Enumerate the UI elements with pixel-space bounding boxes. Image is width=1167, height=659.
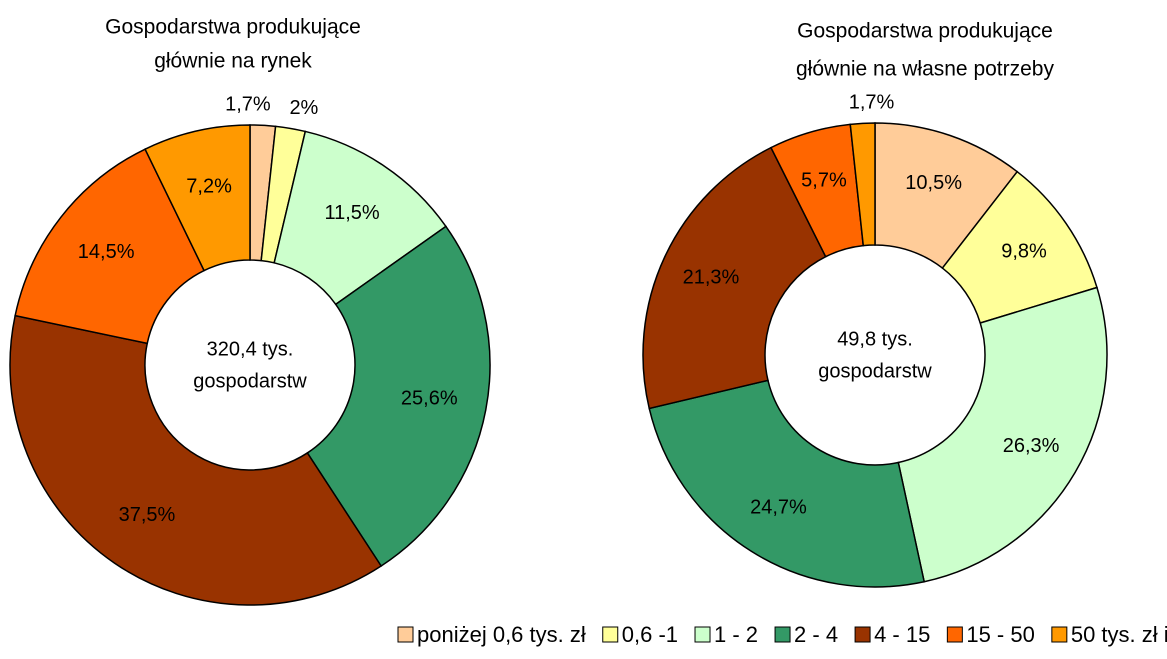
data-label: 26,3% [1003, 435, 1060, 457]
data-label: 25,6% [401, 387, 458, 409]
legend-label: 2 - 4 [794, 622, 838, 647]
chart-title: głównie na własne potrzeby [796, 58, 1054, 81]
donut-slice [144, 124, 251, 272]
legend-swatch [946, 626, 963, 643]
donut-slice [273, 130, 447, 306]
legend-label: 4 - 15 [874, 622, 930, 647]
donut-slice [642, 146, 827, 410]
legend-label: 15 - 50 [966, 622, 1035, 647]
donut-slice [9, 314, 383, 606]
legend-label: 1 - 2 [714, 622, 758, 647]
data-label: 2% [289, 97, 318, 119]
legend-swatch [1051, 626, 1068, 643]
center-label: gospodarstw [818, 360, 932, 382]
legend-swatch [602, 626, 619, 643]
data-label: 11,5% [324, 202, 379, 224]
center-label: 49,8 tys. [837, 328, 913, 350]
legend-label: 50 tys. zł i więcej [1071, 622, 1167, 647]
legend-label: 0,6 -1 [622, 622, 678, 647]
legend-label: poniżej 0,6 tys. zł [417, 622, 586, 647]
center-label: 320,4 tys. [207, 338, 294, 360]
legend-swatch [774, 626, 791, 643]
donut-slice [648, 379, 926, 588]
chart-title: Gospodarstwa produkujące [105, 16, 361, 39]
data-label: 37,5% [119, 504, 176, 526]
data-label: 14,5% [78, 241, 135, 263]
data-label: 21,3% [683, 267, 740, 289]
data-label: 5,7% [801, 170, 847, 192]
center-label: gospodarstw [193, 370, 307, 392]
data-label: 10,5% [905, 172, 962, 194]
donut-slice [849, 122, 876, 247]
legend-swatch [854, 626, 871, 643]
legend-swatch [694, 626, 711, 643]
chart-title: Gospodarstwa produkujące [797, 20, 1053, 43]
chart-title: głównie na rynek [154, 50, 312, 73]
donut-slice [897, 286, 1108, 583]
data-label: 7,2% [186, 175, 232, 197]
donut-slice [14, 148, 206, 345]
data-label: 24,7% [750, 496, 807, 518]
legend-swatch [397, 626, 414, 643]
data-label: 9,8% [1001, 241, 1047, 263]
data-label: 1,7% [225, 94, 271, 116]
donut-slice [306, 225, 491, 568]
data-label: 1,7% [849, 92, 895, 114]
